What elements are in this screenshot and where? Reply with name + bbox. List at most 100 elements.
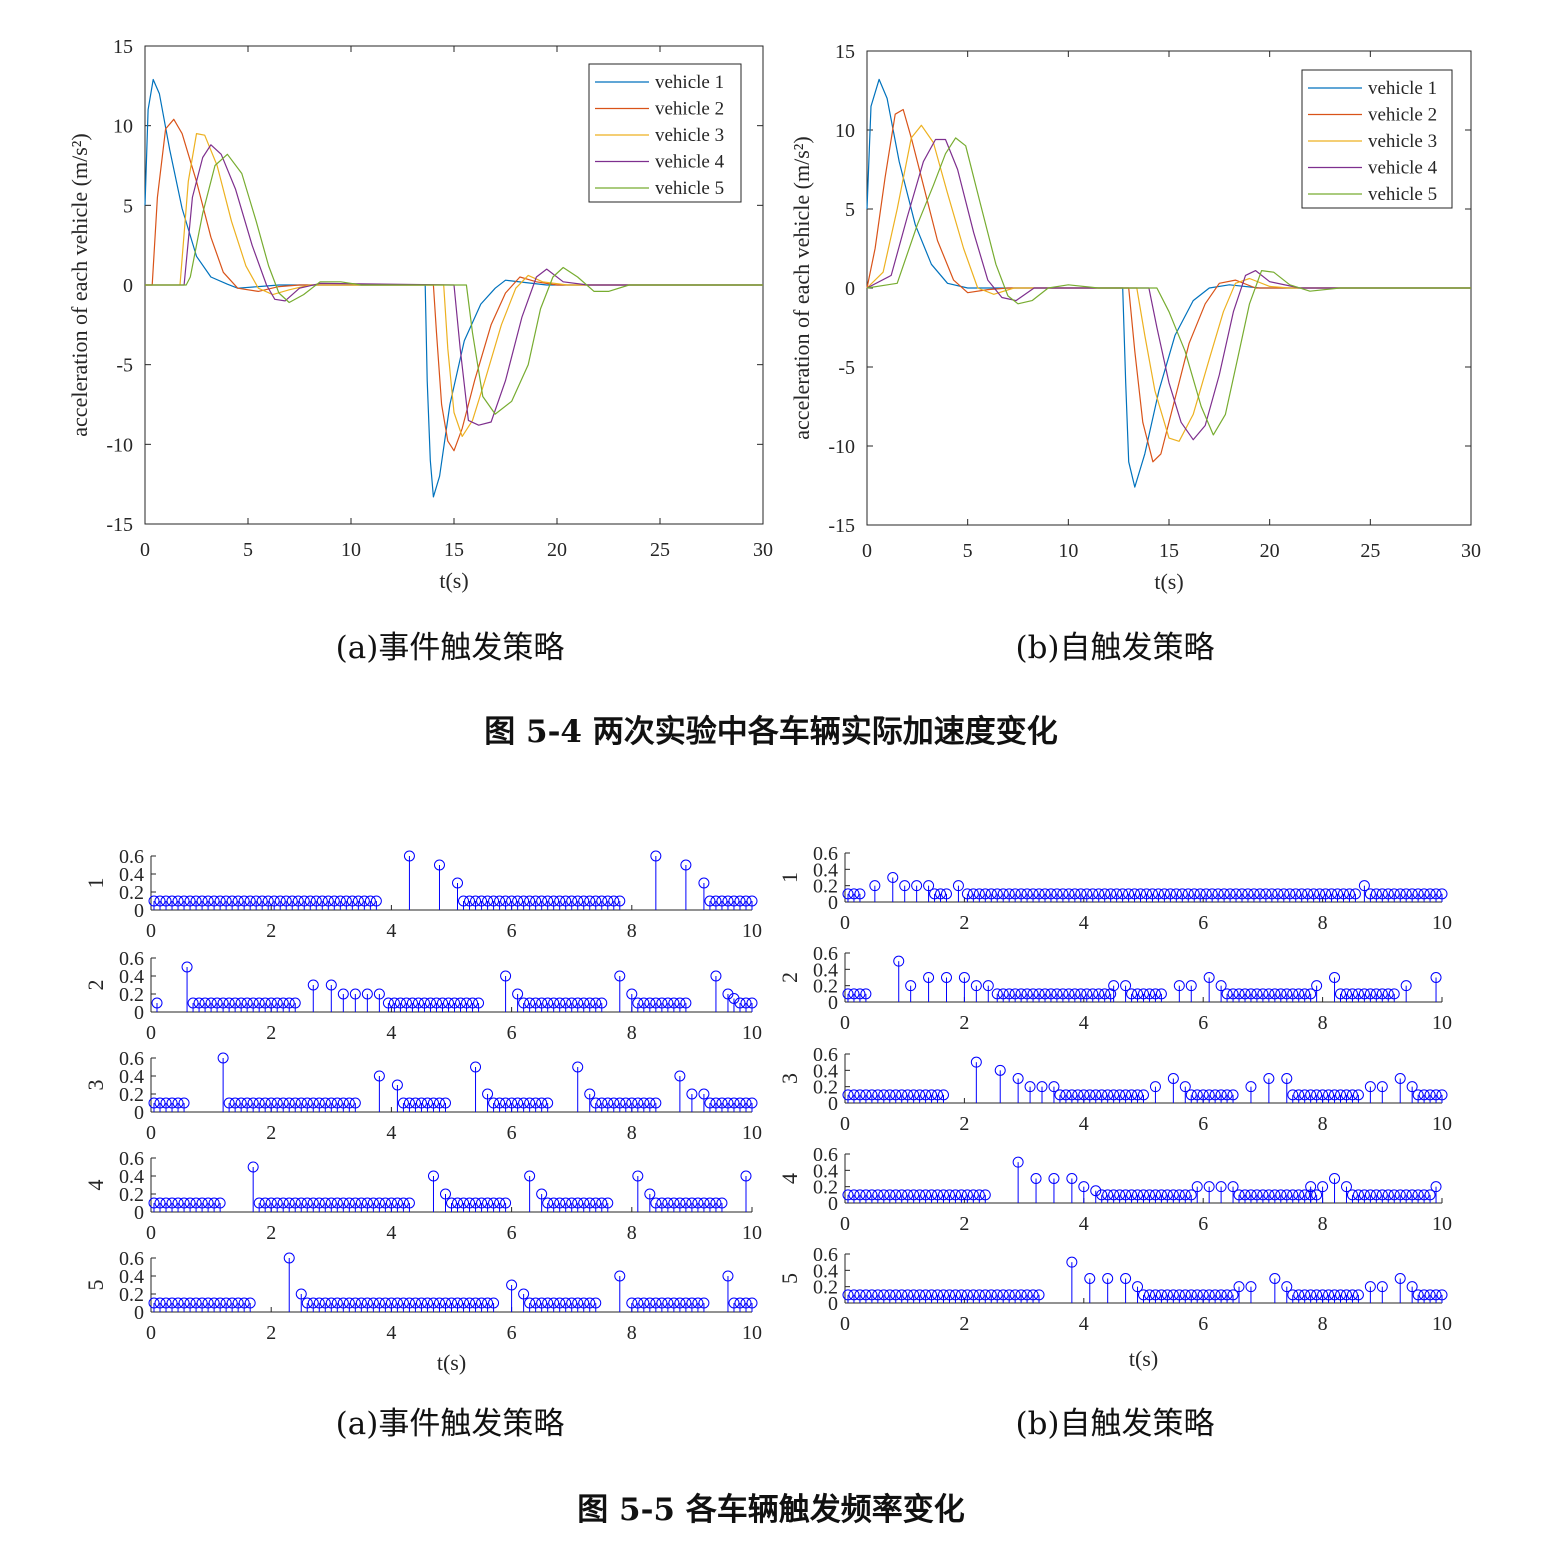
stem-marker bbox=[1245, 1081, 1257, 1093]
stem-marker bbox=[1394, 1273, 1406, 1284]
stem-marker bbox=[596, 1097, 608, 1109]
stem-marker bbox=[283, 997, 295, 1009]
y-tick-label: 0.6 bbox=[813, 1244, 838, 1266]
stem-marker bbox=[1376, 1189, 1388, 1201]
stem-marker bbox=[860, 988, 872, 1000]
stem-marker bbox=[1197, 1289, 1209, 1301]
stem-marker bbox=[967, 1289, 979, 1301]
stem-marker bbox=[458, 1297, 470, 1309]
stem-marker bbox=[572, 1297, 584, 1309]
x-tick-label: 4 bbox=[386, 1322, 396, 1344]
x-tick-label: 6 bbox=[1198, 1113, 1208, 1135]
stem-marker bbox=[292, 895, 304, 907]
stem-marker bbox=[166, 1097, 178, 1109]
stem-marker bbox=[728, 1297, 740, 1309]
stem-marker bbox=[283, 1197, 295, 1209]
stem-marker bbox=[1352, 988, 1364, 1000]
stem-marker bbox=[1105, 888, 1117, 900]
stem-marker bbox=[734, 1097, 746, 1109]
stem-marker bbox=[379, 1297, 391, 1309]
stem-marker bbox=[1132, 988, 1144, 1000]
stem-marker bbox=[650, 997, 662, 1009]
x-tick-label: 2 bbox=[266, 920, 276, 942]
y-tick-label: 0 bbox=[828, 892, 838, 914]
stem-marker bbox=[367, 1197, 379, 1209]
stem-marker bbox=[1167, 1289, 1179, 1301]
stem-marker bbox=[997, 988, 1009, 1000]
stem-marker bbox=[1096, 1189, 1108, 1201]
stem-marker bbox=[1346, 1189, 1358, 1201]
stem-marker bbox=[1299, 1189, 1311, 1201]
y-tick-label: 0 bbox=[134, 1002, 144, 1024]
x-tick-label: 20 bbox=[547, 539, 567, 561]
stem-marker bbox=[1072, 1089, 1084, 1101]
stem-marker bbox=[1120, 1089, 1132, 1101]
stem-marker bbox=[196, 1197, 208, 1209]
stem-marker bbox=[932, 1189, 944, 1201]
y-tick-label: -5 bbox=[116, 355, 133, 377]
x-tick-label: 8 bbox=[1318, 1213, 1328, 1235]
stem-marker bbox=[722, 1097, 734, 1109]
trigger-subplot-vehicle-2: 00.20.40.6 0 2 4 6 8 10 2 bbox=[83, 948, 762, 1044]
stem-marker bbox=[1096, 1089, 1108, 1101]
stem-marker bbox=[614, 1270, 626, 1282]
stem-marker bbox=[560, 997, 572, 1009]
x-tick-label: 2 bbox=[266, 1222, 276, 1244]
stem-marker bbox=[307, 1297, 319, 1309]
stem-marker bbox=[1009, 888, 1021, 900]
stem-marker bbox=[884, 1189, 896, 1201]
stem-marker bbox=[656, 1197, 668, 1209]
stem-marker bbox=[172, 895, 184, 907]
stem-marker bbox=[265, 1097, 277, 1109]
stem-marker bbox=[1069, 988, 1081, 1000]
stem-marker bbox=[373, 1297, 385, 1309]
stem-marker bbox=[1185, 1089, 1197, 1101]
stem-marker bbox=[1155, 1189, 1167, 1201]
stem-marker bbox=[217, 1052, 229, 1064]
stem-marker bbox=[1054, 1089, 1066, 1101]
trigger-subplot-vehicle-5: 00.20.40.6 0 2 4 6 8 10 5 bbox=[777, 1244, 1452, 1335]
stem-marker bbox=[1382, 888, 1394, 900]
stem-marker bbox=[1346, 988, 1358, 1000]
y-tick-label: 10 bbox=[835, 120, 855, 142]
stem-marker bbox=[1108, 1089, 1120, 1101]
stem-marker bbox=[530, 997, 542, 1009]
stem-marker bbox=[614, 1097, 626, 1109]
stem-marker bbox=[1179, 1289, 1191, 1301]
stem-marker bbox=[277, 997, 289, 1009]
stem-marker bbox=[985, 1289, 997, 1301]
stem-marker bbox=[872, 1289, 884, 1301]
stem-marker bbox=[235, 1097, 247, 1109]
stem-marker bbox=[1170, 888, 1182, 900]
stem-marker bbox=[262, 895, 274, 907]
stem-marker bbox=[1364, 988, 1376, 1000]
stem-marker bbox=[716, 895, 728, 907]
stem-marker bbox=[997, 888, 1009, 900]
stem-marker bbox=[247, 1097, 259, 1109]
y-tick-label: 0.2 bbox=[119, 984, 144, 1006]
stem-marker bbox=[488, 1197, 500, 1209]
stem-marker bbox=[298, 895, 310, 907]
stem-marker bbox=[572, 1061, 584, 1073]
stem-marker bbox=[184, 1297, 196, 1309]
stem-marker bbox=[1221, 1089, 1233, 1101]
stem-marker bbox=[301, 1097, 313, 1109]
stem-marker bbox=[452, 1297, 464, 1309]
stem-marker bbox=[442, 997, 454, 1009]
stem-marker bbox=[1108, 1189, 1120, 1201]
legend-entry-vehicle-3: vehicle 3 bbox=[1368, 131, 1437, 152]
stem-marker bbox=[542, 1197, 554, 1209]
stem-marker bbox=[256, 895, 268, 907]
stem-marker bbox=[1287, 1189, 1299, 1201]
stem-marker bbox=[1394, 1189, 1406, 1201]
stem-marker bbox=[1126, 1089, 1138, 1101]
stem-marker bbox=[1191, 1181, 1203, 1193]
stem-marker bbox=[1376, 1281, 1388, 1293]
x-tick-label: 0 bbox=[146, 1222, 156, 1244]
stem-marker bbox=[940, 972, 952, 983]
x-tick-label: 0 bbox=[840, 1113, 850, 1135]
stem-marker bbox=[223, 1097, 235, 1109]
stem-marker bbox=[1302, 888, 1314, 900]
stem-marker bbox=[967, 888, 979, 900]
